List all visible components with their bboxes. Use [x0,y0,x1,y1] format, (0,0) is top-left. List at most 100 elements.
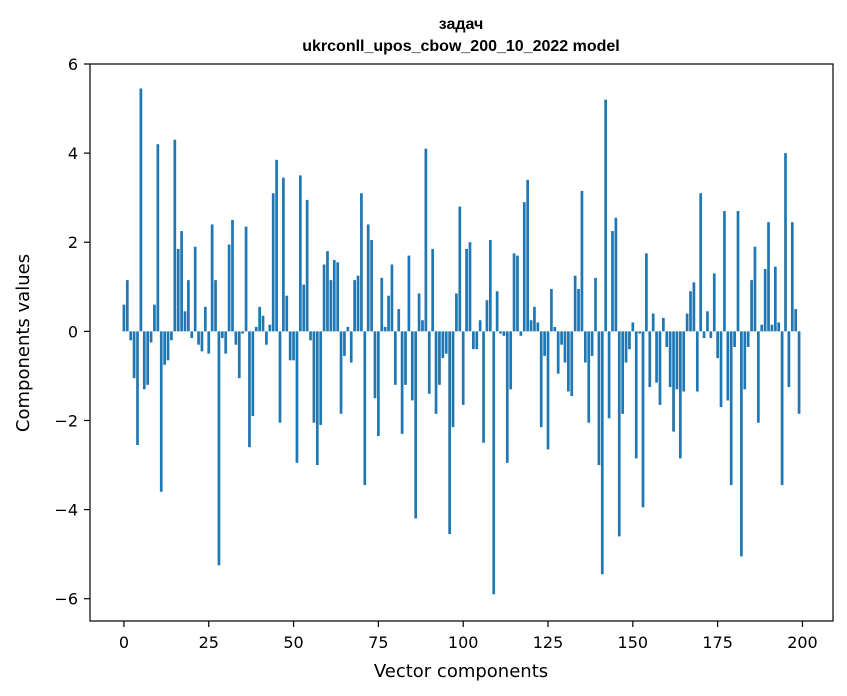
bar [278,331,282,423]
bar [770,324,774,332]
bar [668,331,672,388]
bar [292,331,295,361]
bar [400,331,404,434]
bar [332,260,336,332]
bar [261,315,265,332]
bar [536,322,540,332]
bar [125,280,129,332]
bar [251,331,255,417]
chart-title-line1: задач [439,16,484,33]
bar [414,331,418,519]
bar [122,304,126,332]
bar [349,331,353,363]
bar [505,331,509,463]
y-tick-label: 4 [68,144,78,163]
bar [634,331,638,459]
x-tick-label: 175 [702,633,733,652]
bar [268,324,272,332]
bar [712,273,716,332]
bar [716,331,719,359]
bar [519,331,523,336]
bar [390,264,394,332]
bar [780,331,784,486]
bar [187,280,190,332]
bar [478,320,482,332]
chart-title-line2: ukrconll_upos_cbow_200_10_2022 model [302,38,619,55]
bar [326,251,329,332]
bar [370,240,373,332]
bar [380,277,384,332]
bar [214,280,217,332]
bar [227,244,231,332]
bar [234,331,238,345]
y-tick-label: 6 [68,55,78,74]
y-axis-label: Components values [13,254,34,432]
bar [740,331,743,557]
bar [736,211,740,332]
bar [706,311,709,332]
bar [492,331,496,595]
bar [560,331,563,345]
bar [166,331,170,361]
bar [315,331,319,466]
bar [689,291,692,332]
bar [638,331,641,334]
bar [495,291,499,332]
y-tick-label: −2 [54,411,78,430]
bar [723,211,726,332]
x-tick-label: 100 [448,633,479,652]
bar [322,264,326,332]
bar [353,280,356,332]
bar [329,280,333,332]
bar [271,193,275,332]
x-tick-label: 25 [199,633,219,652]
bar [295,331,299,463]
bar [794,309,798,332]
bar [458,206,462,332]
bar [288,331,292,361]
bar [455,293,458,332]
bar [729,331,733,486]
bar [190,331,194,339]
bar [139,88,143,332]
bar [417,293,421,332]
bar [312,331,316,423]
bar [655,331,658,383]
bar [675,331,679,390]
bar [665,331,669,347]
bar [224,331,228,354]
x-tick-label: 0 [119,633,129,652]
bar [129,331,133,341]
bar [502,331,506,336]
bar [254,326,258,332]
bar [743,331,747,390]
bar [482,331,485,443]
bar [343,331,346,356]
bar [363,331,367,486]
bar [604,99,608,332]
bar [760,324,764,332]
bar [193,246,197,332]
bar [526,179,530,332]
x-tick-label: 125 [533,633,564,652]
bar [305,199,309,332]
bar [648,331,652,388]
bar [407,255,411,332]
bar [265,331,268,345]
bar [142,331,146,390]
bar [282,177,285,332]
x-axis-label: Vector components [374,661,548,682]
bar [237,331,241,379]
bar [488,240,492,332]
bar [132,331,136,379]
bar [393,331,397,385]
bar [383,326,387,332]
bar [719,331,723,408]
bar [146,331,150,385]
bar [685,313,689,332]
bar [176,248,180,332]
bar [733,331,736,347]
bar [522,202,526,332]
bar [651,313,655,332]
bar [709,331,713,339]
